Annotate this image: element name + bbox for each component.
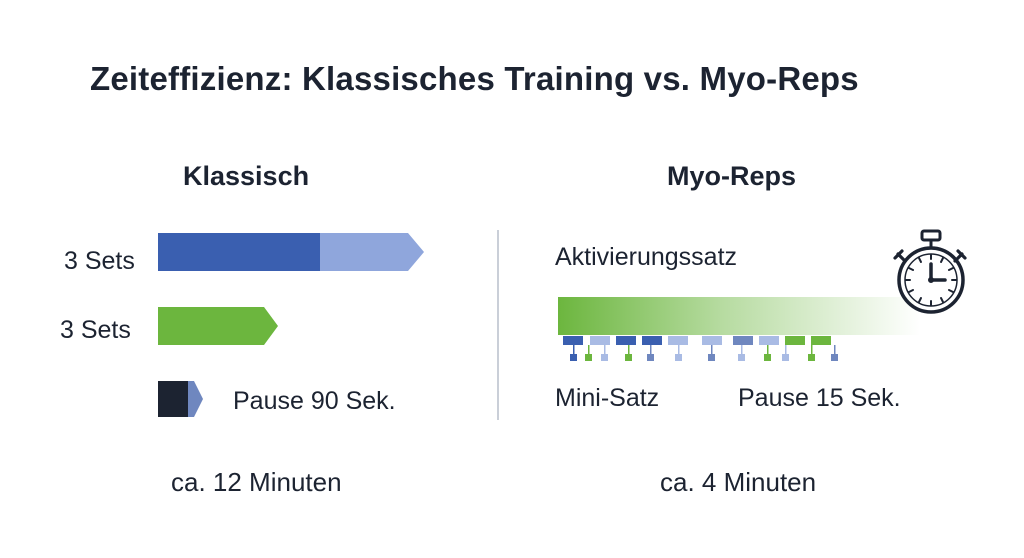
mini-set-block (590, 336, 610, 345)
classic-pause-marker (158, 381, 203, 417)
mini-set-block (759, 336, 779, 345)
classic-bar-row2 (158, 307, 278, 345)
mini-set-block (733, 336, 753, 345)
page-title: Zeiteffizienz: Klassisches Training vs. … (90, 60, 859, 97)
classic-rest-segment (320, 233, 424, 271)
classic-bar-row1 (158, 233, 424, 271)
classic-total: ca. 12 Minuten (171, 467, 342, 497)
classic-heading: Klassisch (183, 161, 310, 191)
classic-pause-label: Pause 90 Sek. (233, 387, 396, 415)
mini-set-block (702, 336, 722, 345)
mini-set-block (616, 336, 636, 345)
myo-total: ca. 4 Minuten (660, 467, 817, 497)
mini-set-block (563, 336, 583, 345)
mini-set-label: Mini-Satz (555, 384, 660, 412)
myo-pause-label: Pause 15 Sek. (738, 384, 901, 412)
activation-bar (558, 297, 920, 335)
classic-row1-label: 3 Sets (64, 247, 135, 275)
mini-set-block (811, 336, 831, 345)
mini-set-block (785, 336, 805, 345)
classic-row2-label: 3 Sets (60, 316, 131, 344)
mini-set-block (642, 336, 662, 345)
activation-label: Aktivierungssatz (555, 243, 738, 271)
mini-sets-row (563, 336, 838, 361)
stopwatch-icon (893, 229, 967, 314)
classic-set-segment (158, 233, 320, 271)
mini-set-block (668, 336, 688, 345)
myo-heading: Myo-Reps (667, 161, 797, 191)
